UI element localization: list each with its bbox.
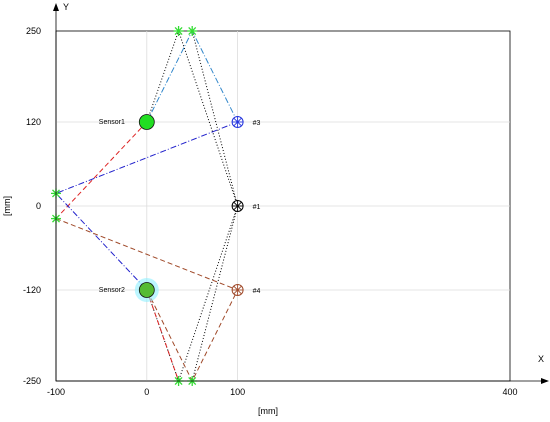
- x-tick-label: 100: [230, 387, 245, 397]
- reflection-point-marker: [187, 26, 198, 36]
- ray-path: [55, 218, 239, 383]
- target-label: #4: [253, 288, 261, 295]
- y-tick-label: 250: [26, 26, 41, 36]
- ray-path: [55, 121, 148, 219]
- sensor-label: Sensor2: [99, 287, 125, 294]
- reflection-point-marker: [173, 26, 184, 36]
- sensor-marker: [138, 114, 155, 130]
- x-tick-label: 0: [144, 387, 149, 397]
- x-axis-arrow-icon: [541, 378, 549, 384]
- target-marker: [231, 284, 244, 296]
- x-axis-label: [mm]: [258, 406, 278, 416]
- y-tick-label: 120: [26, 117, 41, 127]
- sensor-label: Sensor1: [99, 119, 125, 126]
- sensor-marker: [138, 282, 155, 298]
- x-axis-name: X: [538, 354, 544, 364]
- x-tick-label: -100: [47, 387, 65, 397]
- target-label: #3: [253, 120, 261, 127]
- target-marker: [231, 116, 244, 128]
- y-tick-label: -120: [23, 285, 41, 295]
- ray-path: [146, 30, 180, 123]
- y-tick-label: -250: [23, 376, 41, 386]
- y-axis-name: Y: [63, 2, 69, 12]
- ray-path: [146, 289, 180, 382]
- y-tick-label: 0: [36, 201, 41, 211]
- y-axis-arrow-icon: [53, 3, 59, 11]
- target-label: #1: [253, 204, 261, 211]
- target-marker: [231, 200, 244, 212]
- x-tick-label: 400: [502, 387, 517, 397]
- y-axis-label: [mm]: [2, 196, 12, 216]
